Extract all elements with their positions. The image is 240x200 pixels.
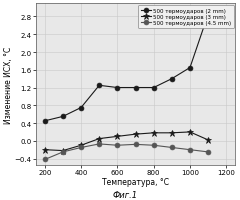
- 500 термоударов (4.5 mm): [116, 144, 119, 147]
- 500 термоударов (3 mm): [189, 131, 192, 133]
- 500 термоударов (2 mm): [43, 120, 46, 122]
- 500 термоударов (3 mm): [98, 138, 101, 140]
- Line: 500 термоударов (3 mm): 500 термоударов (3 mm): [41, 129, 212, 154]
- Y-axis label: Изменение ИСХ, °C: Изменение ИСХ, °C: [4, 46, 13, 123]
- 500 термоударов (4.5 mm): [61, 151, 64, 153]
- 500 термоударов (2 mm): [170, 78, 173, 80]
- 500 термоударов (3 mm): [207, 139, 210, 141]
- 500 термоударов (3 mm): [43, 149, 46, 151]
- Line: 500 термоударов (4.5 mm): 500 термоударов (4.5 mm): [42, 142, 210, 162]
- 500 термоударов (2 mm): [116, 87, 119, 89]
- 500 термоударов (3 mm): [170, 132, 173, 134]
- 500 термоударов (2 mm): [189, 67, 192, 69]
- Legend: 500 термоударов (2 mm), 500 термоударов (3 mm), 500 термоударов (4.5 mm): 500 термоударов (2 mm), 500 термоударов …: [138, 6, 234, 29]
- 500 термоударов (3 mm): [80, 144, 83, 147]
- 500 термоударов (3 mm): [61, 150, 64, 152]
- 500 термоударов (4.5 mm): [189, 149, 192, 151]
- 500 термоударов (3 mm): [116, 135, 119, 138]
- 500 термоударов (2 mm): [152, 87, 155, 89]
- 500 термоударов (4.5 mm): [207, 151, 210, 153]
- 500 термоударов (2 mm): [98, 85, 101, 87]
- Line: 500 термоударов (2 mm): 500 термоударов (2 mm): [42, 13, 210, 124]
- 500 термоударов (4.5 mm): [134, 143, 137, 146]
- 500 термоударов (2 mm): [80, 107, 83, 109]
- 500 термоударов (4.5 mm): [80, 147, 83, 149]
- 500 термоударов (4.5 mm): [43, 158, 46, 161]
- 500 термоударов (3 mm): [134, 133, 137, 136]
- 500 термоударов (4.5 mm): [98, 143, 101, 145]
- 500 термоударов (2 mm): [61, 116, 64, 118]
- 500 термоударов (2 mm): [207, 14, 210, 16]
- 500 термоударов (4.5 mm): [170, 147, 173, 149]
- Text: Фиг.1: Фиг.1: [112, 190, 137, 199]
- 500 термоударов (3 mm): [152, 132, 155, 134]
- 500 термоударов (4.5 mm): [152, 144, 155, 147]
- 500 термоударов (2 mm): [134, 87, 137, 89]
- X-axis label: Температура, °C: Температура, °C: [102, 177, 169, 186]
